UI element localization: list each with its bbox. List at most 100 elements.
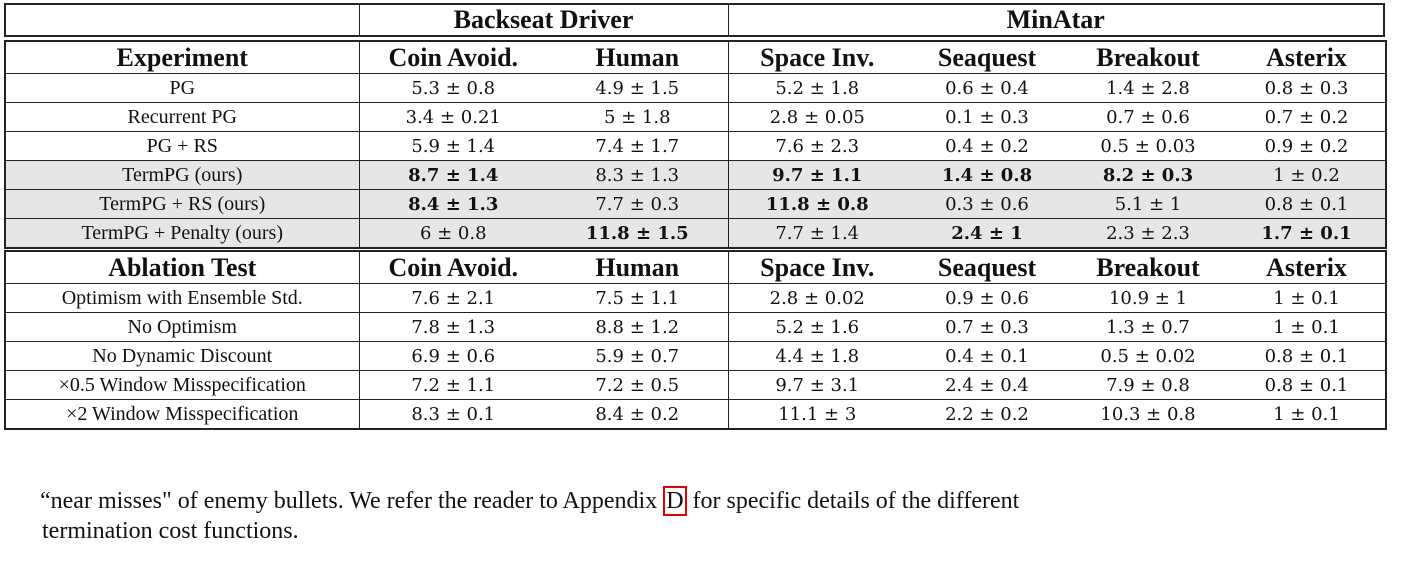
value-cell: 8.4 ± 0.2 — [547, 399, 729, 430]
value-cell: 7.2 ± 0.5 — [547, 370, 729, 400]
value-cell: 2.4 ± 1 — [906, 218, 1068, 249]
value-cell: 0.8 ± 0.1 — [1228, 341, 1386, 371]
results-table: Experiment Coin Avoid. Human Space Inv. Seaq… — [4, 40, 1387, 249]
value-cell: 2.2 ± 0.2 — [906, 399, 1068, 430]
value-cell: 4.9 ± 1.5 — [547, 73, 729, 103]
row-label: No Optimism — [5, 312, 360, 342]
value-cell: 1.7 ± 0.1 — [1228, 218, 1386, 249]
value-cell: 11.1 ± 3 — [728, 399, 906, 430]
body-text: “near misses" of enemy bullets. We refer… — [40, 488, 664, 514]
row-label: ×0.5 Window Misspecification — [5, 370, 360, 400]
table-row: ×0.5 Window Misspecification 7.2 ± 1.1 7.2… — [5, 370, 1386, 400]
value-cell: 2.8 ± 0.05 — [728, 102, 906, 132]
value-cell: 10.3 ± 0.8 — [1068, 399, 1228, 430]
table-row: No Dynamic Discount 6.9 ± 0.6 5.9 ± 0.7 4.4… — [5, 341, 1386, 371]
header-row: Ablation Test Coin Avoid. Human Space Inv. S… — [5, 251, 1386, 284]
value-cell: 2.3 ± 2.3 — [1068, 218, 1228, 249]
body-paragraph-line-1: “near misses" of enemy bullets. We refer… — [40, 486, 1019, 516]
value-cell: 1 ± 0.1 — [1228, 312, 1386, 342]
appendix-reference-link[interactable]: D — [663, 486, 687, 516]
value-cell: 8.2 ± 0.3 — [1068, 160, 1228, 190]
value-cell: 11.8 ± 0.8 — [728, 189, 906, 219]
table-row: ×2 Window Misspecification 8.3 ± 0.1 8.4 ±… — [5, 399, 1386, 430]
value-cell: 5.9 ± 1.4 — [359, 131, 547, 161]
value-cell: 0.7 ± 0.3 — [906, 312, 1068, 342]
value-cell: 0.5 ± 0.02 — [1068, 341, 1228, 371]
row-label: PG + RS — [5, 131, 360, 161]
value-cell: 0.7 ± 0.6 — [1068, 102, 1228, 132]
column-header: Breakout — [1068, 41, 1228, 74]
row-label: TermPG + Penalty (ours) — [5, 218, 360, 249]
column-header: Seaquest — [906, 41, 1068, 74]
empty-corner-cell — [5, 4, 359, 36]
table-row: Recurrent PG 3.4 ± 0.21 5 ± 1.8 2.8 ± 0.05 0… — [5, 102, 1386, 132]
row-label: TermPG + RS (ours) — [5, 189, 360, 219]
value-cell: 0.4 ± 0.1 — [906, 341, 1068, 371]
row-label: Optimism with Ensemble Std. — [5, 283, 360, 313]
column-header: Experiment — [5, 41, 360, 74]
value-cell: 0.4 ± 0.2 — [906, 131, 1068, 161]
value-cell: 6.9 ± 0.6 — [359, 341, 547, 371]
group-header-backseat-driver: Backseat Driver — [358, 4, 728, 36]
column-header: Human — [547, 41, 729, 74]
column-header: Space Inv. — [728, 251, 906, 284]
value-cell: 7.6 ± 2.3 — [728, 131, 906, 161]
value-cell: 7.7 ± 1.4 — [728, 218, 906, 249]
column-header: Coin Avoid. — [359, 41, 547, 74]
row-label: TermPG (ours) — [5, 160, 360, 190]
value-cell: 7.5 ± 1.1 — [547, 283, 729, 313]
value-cell: 8.3 ± 0.1 — [359, 399, 547, 430]
ablation-table: Ablation Test Coin Avoid. Human Space Inv. S… — [4, 250, 1387, 430]
value-cell: 1 ± 0.1 — [1228, 283, 1386, 313]
group-header-minatar: MinAtar — [727, 4, 1384, 36]
value-cell: 7.8 ± 1.3 — [359, 312, 547, 342]
column-header: Asterix — [1228, 251, 1386, 284]
table-row: Optimism with Ensemble Std. 7.6 ± 2.1 7.5 … — [5, 283, 1386, 313]
value-cell: 7.2 ± 1.1 — [359, 370, 547, 400]
body-text: for specific details of the different — [686, 488, 1020, 514]
column-header: Asterix — [1228, 41, 1386, 74]
value-cell: 2.8 ± 0.02 — [728, 283, 906, 313]
value-cell: 5.1 ± 1 — [1068, 189, 1228, 219]
column-header: Seaquest — [906, 251, 1068, 284]
value-cell: 7.7 ± 0.3 — [547, 189, 729, 219]
value-cell: 5.9 ± 0.7 — [547, 341, 729, 371]
value-cell: 8.4 ± 1.3 — [359, 189, 547, 219]
value-cell: 5.3 ± 0.8 — [359, 73, 547, 103]
value-cell: 7.4 ± 1.7 — [547, 131, 729, 161]
value-cell: 1.3 ± 0.7 — [1068, 312, 1228, 342]
value-cell: 1.4 ± 0.8 — [906, 160, 1068, 190]
table-row: PG + RS 5.9 ± 1.4 7.4 ± 1.7 7.6 ± 2.3 0.4 ± … — [5, 131, 1386, 161]
row-label: PG — [5, 73, 360, 103]
value-cell: 5.2 ± 1.8 — [728, 73, 906, 103]
table-row: No Optimism 7.8 ± 1.3 8.8 ± 1.2 5.2 ± 1.6 0.… — [5, 312, 1386, 342]
value-cell: 10.9 ± 1 — [1068, 283, 1228, 313]
value-cell: 0.8 ± 0.1 — [1228, 189, 1386, 219]
value-cell: 0.3 ± 0.6 — [906, 189, 1068, 219]
table-row: TermPG (ours) 8.7 ± 1.4 8.3 ± 1.3 9.7 ± 1.1… — [5, 160, 1386, 190]
value-cell: 1 ± 0.2 — [1228, 160, 1386, 190]
column-header: Human — [547, 251, 729, 284]
value-cell: 5 ± 1.8 — [547, 102, 729, 132]
value-cell: 0.9 ± 0.6 — [906, 283, 1068, 313]
value-cell: 4.4 ± 1.8 — [728, 341, 906, 371]
column-header: Breakout — [1068, 251, 1228, 284]
value-cell: 0.5 ± 0.03 — [1068, 131, 1228, 161]
row-label: Recurrent PG — [5, 102, 360, 132]
value-cell: 8.3 ± 1.3 — [547, 160, 729, 190]
table-row: TermPG + RS (ours) 8.4 ± 1.3 7.7 ± 0.3 11.8… — [5, 189, 1386, 219]
value-cell: 9.7 ± 3.1 — [728, 370, 906, 400]
value-cell: 7.9 ± 0.8 — [1068, 370, 1228, 400]
header-row: Experiment Coin Avoid. Human Space Inv. Seaq… — [5, 41, 1386, 74]
value-cell: 5.2 ± 1.6 — [728, 312, 906, 342]
value-cell: 0.6 ± 0.4 — [906, 73, 1068, 103]
value-cell: 3.4 ± 0.21 — [359, 102, 547, 132]
table-row: TermPG + Penalty (ours) 6 ± 0.8 11.8 ± 1.5… — [5, 218, 1386, 249]
column-header: Ablation Test — [5, 251, 360, 284]
value-cell: 0.9 ± 0.2 — [1228, 131, 1386, 161]
table-row: PG 5.3 ± 0.8 4.9 ± 1.5 5.2 ± 1.8 0.6 ± 0.4 1.… — [5, 73, 1386, 103]
value-cell: 0.8 ± 0.3 — [1228, 73, 1386, 103]
value-cell: 0.8 ± 0.1 — [1228, 370, 1386, 400]
value-cell: 2.4 ± 0.4 — [906, 370, 1068, 400]
value-cell: 0.7 ± 0.2 — [1228, 102, 1386, 132]
